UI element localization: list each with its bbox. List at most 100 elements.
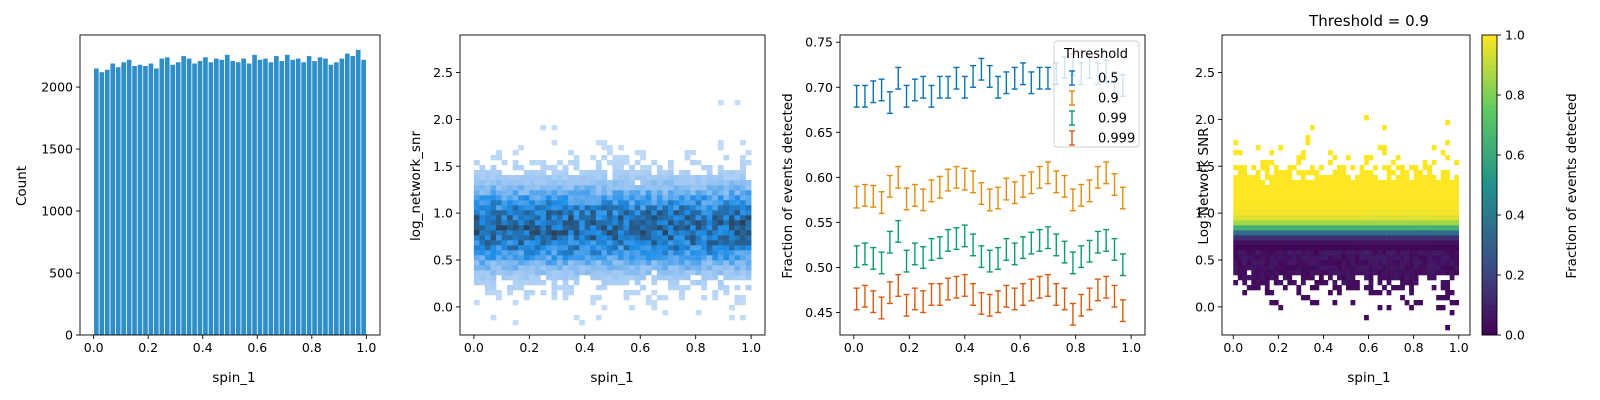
heatmap-cell [1440,195,1446,201]
hist2d-cell [740,265,746,271]
heatmap-cell [1327,230,1333,236]
heatmap-cell [1413,225,1419,231]
heatmap-cell [1323,205,1329,211]
hist2d-cell [601,170,608,176]
heatmap-cell [1368,205,1374,211]
heatmap-cell [1418,210,1423,216]
heatmap-cell [1449,180,1455,186]
histogram-bar [192,63,197,336]
hist2d-cell [634,195,641,201]
hist2d-cell [684,180,691,186]
hist2d-cell [534,250,541,256]
heatmap-cell [1400,215,1405,221]
heatmap-cell [1440,210,1446,216]
heatmap-cell [1413,205,1419,211]
hist2d-cell [684,190,691,196]
heatmap-cell [1336,260,1342,266]
hist2d-cell [573,190,580,196]
hist2d-cell [618,255,624,261]
hist2d-cell [496,170,502,176]
heatmap-cell [1346,200,1351,206]
heatmap-cell [1346,275,1351,281]
heatmap-cell [1454,225,1460,231]
heatmap-cell [1287,165,1293,171]
hist2d-cell [473,205,480,211]
heatmap-cell [1382,270,1387,276]
colorbar-segment [1482,85,1497,91]
hist2d-cell [618,195,624,201]
panel2-y-tick-label: 0.0 [433,299,453,314]
hist2d-cell [579,175,586,181]
colorbar-segment [1482,185,1497,191]
hist2d-cell [684,150,691,156]
heatmap-cell [1300,235,1306,241]
hist2d-cell [734,255,741,261]
heatmap-cell [1318,225,1324,231]
panel-count-histogram: spin_1 Count 0.0 0.2 0.4 0.6 0.8 1.0050010001… [14,34,381,386]
hist2d-cell [629,240,635,246]
hist2d-cell [523,265,530,271]
hist2d-cell [656,170,663,176]
heatmap-cell [1409,215,1414,221]
hist2d-cell [679,275,685,281]
heatmap-cell [1260,185,1266,191]
hist2d-cell [667,190,674,196]
heatmap-cell [1233,235,1239,241]
heatmap-cell [1242,185,1248,191]
heatmap-cell [1373,250,1378,256]
hist2d-cell [712,190,719,196]
panel2-x-tick-label: 1.0 [741,340,761,355]
hist2d-cell [701,250,708,256]
heatmap-cell [1318,210,1324,216]
hist2d-cell [606,185,613,191]
colorbar-segment [1482,105,1497,111]
hist2d-cell [740,165,746,171]
heatmap-cell [1318,200,1324,206]
hist2d-cell [740,220,746,226]
heatmap-cell [1395,180,1401,186]
heatmap-cell [1273,265,1279,271]
heatmap-cell [1246,235,1252,241]
heatmap-cell [1233,255,1239,261]
histogram-bar [181,56,186,336]
hist2d-cell [712,205,719,211]
heatmap-cell [1323,210,1329,216]
heatmap-cell [1427,245,1432,251]
heatmap-cell [1291,195,1297,201]
heatmap-cell [1309,225,1315,231]
heatmap-cell [1404,250,1410,256]
hist2d-cell [701,295,708,301]
hist2d-cell [557,230,563,236]
heatmap-cell [1300,255,1306,261]
hist2d-cell [612,255,619,261]
hist2d-cell [640,215,647,221]
hist2d-cell [629,210,635,216]
heatmap-cell [1359,200,1365,206]
heatmap-cell [1291,185,1297,191]
colorbar-segment [1482,145,1497,151]
hist2d-cell [612,190,619,196]
hist2d-cell [690,205,696,211]
hist2d-cell [523,270,530,276]
hist2d-cell [573,265,580,271]
hist2d-cell [579,270,586,276]
heatmap-cell [1278,280,1284,286]
hist2d-cell [529,185,536,191]
hist2d-cell [728,315,735,321]
hist2d-cell [551,265,558,271]
hist2d-cell [684,260,691,266]
heatmap-cell [1373,290,1378,296]
hist2d-cell [507,220,513,226]
heatmap-cell [1409,260,1414,266]
heatmap-cell [1233,270,1239,276]
hist2d-cell [723,185,730,191]
heatmap-cell [1300,220,1306,226]
hist2d-cell [656,230,663,236]
hist2d-cell [679,270,685,276]
heatmap-cell [1431,250,1437,256]
hist2d-cell [473,265,480,271]
heatmap-cell [1377,180,1383,186]
histogram-bar [148,63,154,336]
heatmap-cell [1445,280,1451,286]
hist2d-cell [529,275,536,281]
